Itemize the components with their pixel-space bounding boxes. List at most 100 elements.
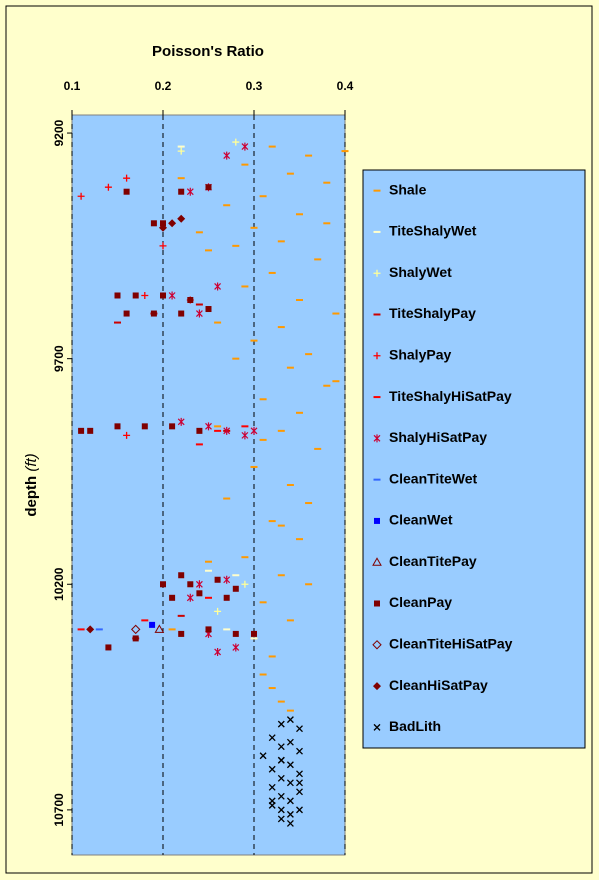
data-point bbox=[277, 743, 285, 751]
data-point bbox=[214, 576, 221, 583]
data-point bbox=[232, 574, 240, 577]
data-point bbox=[296, 788, 303, 796]
data-point bbox=[277, 720, 285, 728]
data-point bbox=[232, 643, 240, 652]
data-point bbox=[268, 734, 276, 742]
data-point bbox=[268, 765, 276, 773]
data-point bbox=[241, 425, 249, 428]
y-axis-title-text: depth bbox=[23, 476, 40, 517]
data-point bbox=[305, 502, 313, 505]
data-point bbox=[296, 213, 303, 216]
data-point bbox=[123, 174, 131, 182]
data-point bbox=[241, 163, 249, 166]
data-point bbox=[169, 423, 176, 430]
data-point bbox=[223, 497, 231, 500]
data-point bbox=[205, 560, 212, 563]
data-point bbox=[187, 581, 194, 588]
data-point bbox=[286, 366, 294, 369]
data-point bbox=[305, 353, 313, 356]
legend-label: CleanTiteWet bbox=[389, 470, 478, 486]
data-point bbox=[223, 575, 231, 584]
data-point bbox=[305, 154, 313, 157]
data-point bbox=[296, 747, 303, 755]
data-point bbox=[268, 783, 276, 791]
data-point bbox=[323, 181, 331, 184]
data-point bbox=[205, 249, 212, 252]
data-point bbox=[296, 538, 303, 541]
data-point bbox=[232, 138, 240, 146]
legend-symbol bbox=[373, 269, 381, 277]
data-point bbox=[286, 819, 294, 827]
data-point bbox=[195, 231, 203, 234]
legend-symbol bbox=[374, 600, 380, 607]
data-point bbox=[241, 285, 249, 288]
legend-label: ShalyWet bbox=[389, 264, 452, 280]
data-point bbox=[286, 709, 294, 712]
data-point bbox=[250, 465, 258, 468]
data-point bbox=[123, 431, 131, 439]
legend-label: ShalyHiSatPay bbox=[389, 429, 487, 445]
data-point bbox=[305, 583, 313, 586]
legend-symbol bbox=[373, 230, 381, 233]
data-point bbox=[223, 594, 230, 601]
data-point bbox=[277, 574, 285, 577]
data-point bbox=[214, 607, 222, 615]
legend-label: TiteShalyPay bbox=[389, 305, 476, 321]
legend-symbol bbox=[373, 682, 381, 691]
data-point bbox=[250, 339, 258, 342]
data-point bbox=[286, 619, 294, 622]
data-point bbox=[277, 756, 285, 764]
legend-symbol bbox=[373, 396, 381, 399]
data-point bbox=[341, 150, 349, 153]
data-point bbox=[277, 326, 285, 329]
y-tick-label: 10200 bbox=[52, 567, 66, 601]
data-point bbox=[141, 423, 148, 430]
data-point bbox=[132, 635, 139, 642]
data-point bbox=[177, 214, 186, 223]
data-point bbox=[160, 220, 166, 227]
data-point bbox=[268, 687, 276, 690]
data-point bbox=[214, 321, 222, 324]
data-point bbox=[296, 779, 303, 787]
data-point bbox=[86, 625, 95, 634]
chart-border bbox=[5, 5, 593, 874]
data-point bbox=[259, 438, 267, 441]
x-axis-title: Poisson's Ratio bbox=[152, 43, 264, 60]
data-point bbox=[277, 774, 285, 782]
data-point bbox=[314, 258, 322, 261]
data-point bbox=[177, 147, 185, 155]
data-point bbox=[205, 596, 212, 599]
data-point bbox=[241, 142, 249, 151]
legend-label: TiteShalyWet bbox=[389, 223, 477, 239]
data-point bbox=[196, 427, 203, 434]
data-point bbox=[296, 806, 303, 814]
legend-symbol bbox=[372, 640, 382, 650]
x-tick-label: 0.3 bbox=[246, 79, 263, 93]
data-point bbox=[195, 303, 203, 306]
data-point bbox=[186, 187, 194, 196]
data-point bbox=[332, 312, 340, 315]
data-point bbox=[241, 556, 249, 559]
data-point bbox=[232, 630, 239, 637]
data-point bbox=[286, 797, 294, 805]
data-point bbox=[250, 637, 258, 640]
data-point bbox=[259, 673, 267, 676]
data-point bbox=[150, 220, 157, 227]
legend-label: Shale bbox=[389, 181, 427, 197]
data-point bbox=[223, 426, 231, 435]
y-axis-title: depth (ft) bbox=[23, 453, 40, 516]
data-point bbox=[160, 581, 166, 588]
y-tick-label: 9700 bbox=[52, 345, 66, 372]
data-point bbox=[296, 411, 303, 414]
data-point bbox=[268, 145, 276, 148]
y-tick-label: 9200 bbox=[52, 119, 66, 146]
data-point bbox=[214, 429, 222, 432]
data-point bbox=[251, 630, 257, 637]
legend: Shale TiteShalyWet ShalyWet TiteShalyPay Sha… bbox=[362, 169, 586, 749]
legend-label: CleanHiSatPay bbox=[389, 677, 488, 693]
data-point bbox=[159, 223, 167, 232]
data-point bbox=[277, 524, 285, 527]
data-point bbox=[87, 427, 94, 434]
data-point bbox=[178, 188, 185, 195]
